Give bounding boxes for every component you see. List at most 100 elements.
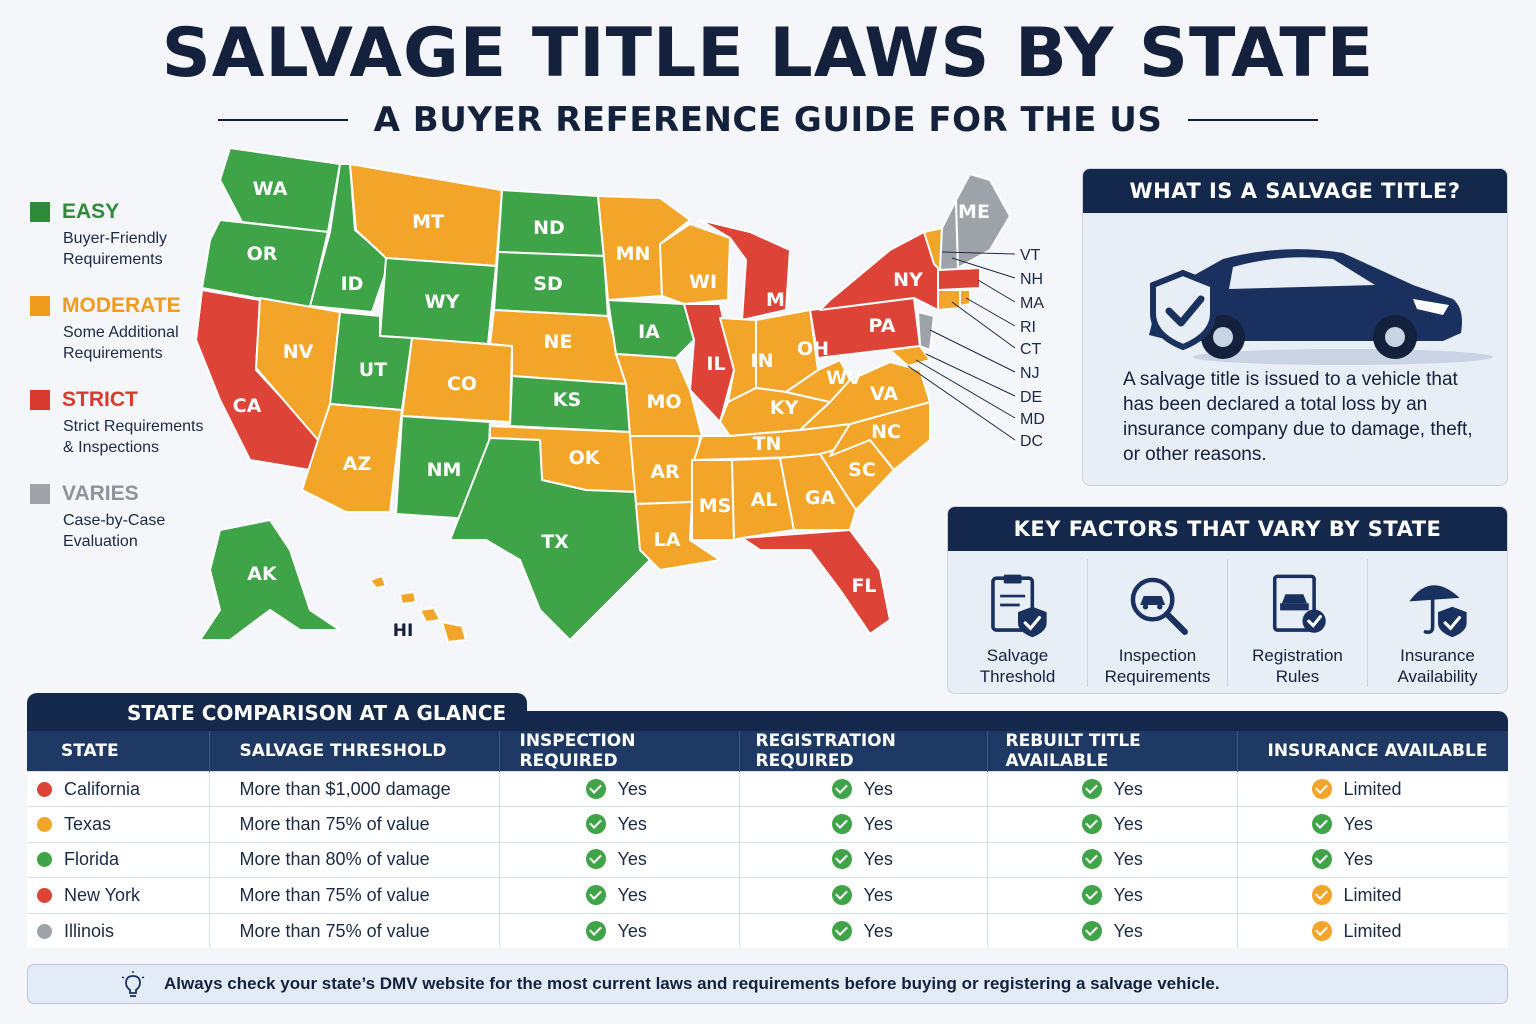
cell-rebuilt: Yes [987, 770, 1238, 807]
state-mi [699, 219, 791, 321]
check-icon [585, 814, 606, 835]
check-icon [1311, 920, 1332, 941]
col-header-inspection: INSPECTION REQUIRED [499, 731, 740, 772]
map-label-id: ID [341, 273, 364, 295]
legend-item-strict: STRICT Strict Requirements & Inspections [30, 388, 230, 458]
map-label-oh: OH [797, 338, 829, 360]
callout-md: MD [1020, 411, 1045, 428]
check-icon [1311, 814, 1332, 835]
cell-inspection: Yes [499, 770, 740, 807]
cell-registration: Yes [739, 877, 988, 914]
subtitle-row: A BUYER REFERENCE GUIDE FOR THE US [0, 100, 1536, 140]
legend-desc-easy: Buyer-Friendly Requirements [63, 230, 168, 268]
callout-lines [907, 251, 1016, 441]
cell-insurance: Yes [1237, 806, 1508, 843]
map-label-or: OR [247, 243, 278, 265]
cell-inspection: Yes [499, 912, 740, 949]
cell-insurance: Yes [1237, 841, 1508, 878]
lightbulb-icon [121, 971, 145, 997]
map-label-nm: NM [427, 459, 462, 481]
factors-row: Salvage Threshold Inspection Requirements … [948, 551, 1507, 693]
state-fl [741, 529, 891, 635]
cell-state: Texas [27, 806, 210, 843]
map-label-wa: WA [253, 178, 288, 200]
map-label-wy: WY [425, 291, 460, 313]
legend-label-strict: STRICT [62, 388, 138, 411]
map-label-hi: HI [393, 621, 414, 641]
map-label-in: IN [751, 350, 774, 372]
check-icon [1081, 920, 1102, 941]
check-icon [585, 884, 606, 905]
car-shield-icon [1113, 229, 1493, 369]
legend-desc-moderate: Some Additional Requirements [63, 324, 179, 362]
check-icon [1311, 884, 1332, 905]
check-icon [585, 778, 606, 799]
key-factors-panel: KEY FACTORS THAT VARY BY STATE Salvage Th… [947, 506, 1508, 694]
map-label-ar: AR [650, 461, 680, 483]
check-icon [831, 884, 852, 905]
check-icon [1081, 884, 1102, 905]
map-label-ia: IA [638, 321, 660, 343]
cell-state: New York [27, 877, 210, 914]
col-header-state: STATE [27, 731, 210, 772]
map-label-ok: OK [569, 447, 601, 469]
map-label-wv: WV [826, 367, 862, 389]
map-label-ne: NE [544, 331, 573, 353]
cell-state: Illinois [27, 912, 210, 949]
legend-item-varies: VARIES Case-by-Case Evaluation [30, 482, 230, 552]
cell-state: Florida [27, 841, 210, 878]
check-icon [585, 920, 606, 941]
factor-registration-rules: Registration Rules [1228, 559, 1368, 687]
legend-label-easy: EASY [62, 200, 120, 223]
table-row: New York More than 75% of value Yes Yes Yes L… [27, 877, 1508, 914]
map-label-ny: NY [893, 269, 923, 291]
callout-nh: NH [1020, 271, 1043, 288]
cell-rebuilt: Yes [987, 912, 1238, 949]
cell-registration: Yes [739, 912, 988, 949]
cell-inspection: Yes [499, 841, 740, 878]
map-label-sc: SC [848, 459, 876, 481]
map-label-nc: NC [871, 421, 901, 443]
map-label-me: ME [958, 201, 990, 223]
callout-ct: CT [1020, 341, 1042, 358]
map-label-ky: KY [770, 397, 799, 419]
col-header-rebuilt: REBUILT TITLE AVAILABLE [987, 731, 1238, 772]
legend-desc-varies: Case-by-Case Evaluation [63, 512, 166, 550]
check-icon [831, 778, 852, 799]
state-hi [369, 575, 467, 643]
check-icon [1081, 814, 1102, 835]
factor-salvage-threshold: Salvage Threshold [948, 559, 1088, 687]
legend-item-easy: EASY Buyer-Friendly Requirements [30, 200, 230, 270]
check-icon [1081, 849, 1102, 870]
factor-insurance-availability: Insurance Availability [1368, 559, 1507, 687]
col-header-insurance: INSURANCE AVAILABLE [1237, 731, 1508, 772]
legend-swatch-moderate [30, 296, 50, 316]
table-row: California More than $1,000 damage Yes Yes Y… [27, 770, 1508, 807]
check-icon [831, 849, 852, 870]
cell-insurance: Limited [1237, 877, 1508, 914]
legend-label-varies: VARIES [62, 482, 139, 505]
us-map: WA OR CA ID NV MT WY UT AZ CO NM ND SD N… [190, 140, 1090, 680]
what-panel-title: WHAT IS A SALVAGE TITLE? [1083, 169, 1507, 213]
col-header-registration: REGISTRATION REQUIRED [739, 731, 988, 772]
state-wv [785, 359, 851, 403]
map-label-ak: AK [247, 563, 278, 585]
map-legend: EASY Buyer-Friendly Requirements MODERATE… [30, 200, 230, 576]
map-label-ut: UT [359, 359, 387, 381]
page-subtitle: A BUYER REFERENCE GUIDE FOR THE US [373, 100, 1163, 140]
footer-text: Always check your state’s DMV website fo… [164, 974, 1220, 993]
cell-registration: Yes [739, 841, 988, 878]
cell-registration: Yes [739, 806, 988, 843]
legend-swatch-strict [30, 390, 50, 410]
state-or [201, 219, 329, 309]
cell-threshold: More than 75% of value [209, 806, 500, 843]
dmv-note: Always check your state’s DMV website fo… [27, 964, 1508, 1004]
status-dot [37, 887, 52, 903]
map-label-il: IL [706, 353, 725, 375]
what-is-salvage-panel: WHAT IS A SALVAGE TITLE? A salvage title… [1082, 168, 1508, 486]
cell-rebuilt: Yes [987, 841, 1238, 878]
factors-panel-title: KEY FACTORS THAT VARY BY STATE [948, 507, 1507, 551]
cell-threshold: More than 75% of value [209, 877, 500, 914]
table-row: Illinois More than 75% of value Yes Yes Yes L… [27, 912, 1508, 949]
state-me [955, 173, 1011, 269]
